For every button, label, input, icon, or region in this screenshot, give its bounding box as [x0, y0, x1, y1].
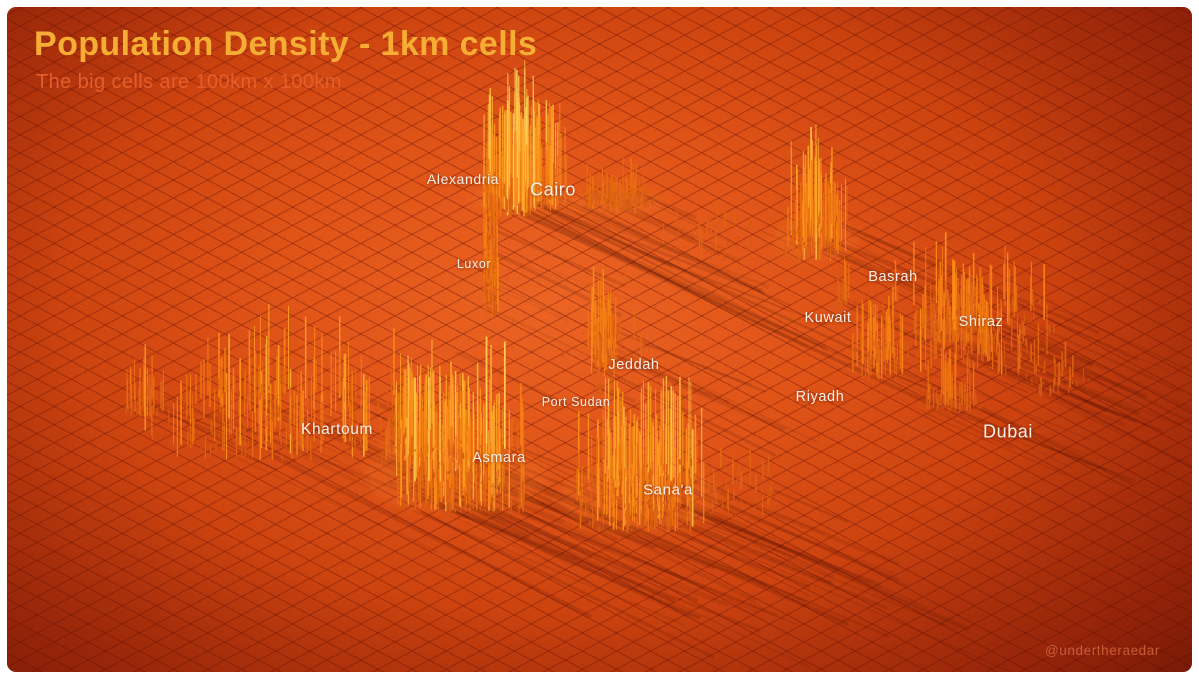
shadow-layer: [132, 185, 1192, 672]
attribution-handle: @undertheraedar: [1044, 643, 1160, 658]
page-title: Population Density - 1km cells: [34, 25, 538, 63]
spike-layer: [125, 60, 1090, 533]
visualization-canvas: Alexandria Cairo Luxor Basrah Kuwait Shiraz Je…: [7, 7, 1192, 672]
population-density-surface: [125, 60, 1192, 672]
page-subtitle: The big cells are 100km x 100km: [36, 71, 342, 93]
header: Population Density - 1km cells The big c…: [34, 25, 537, 94]
